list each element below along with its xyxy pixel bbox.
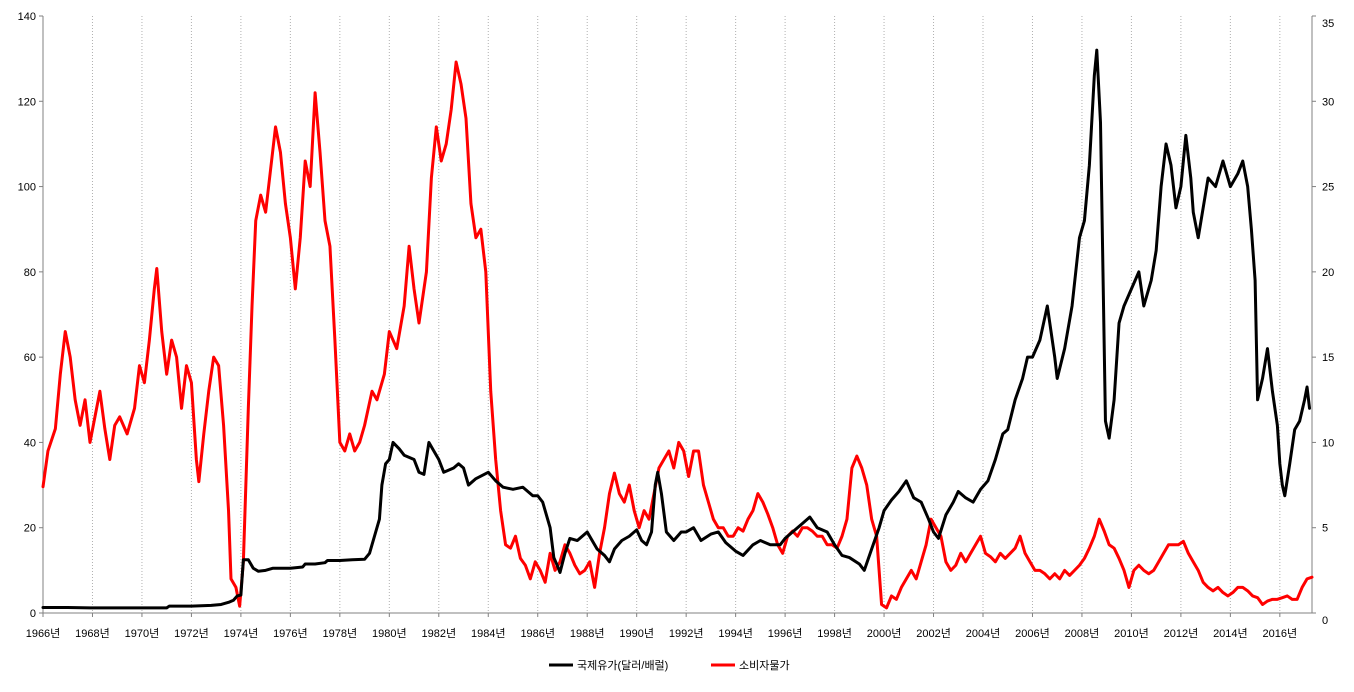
x-tick-label: 1996년 [768, 627, 803, 640]
x-tick-label: 2016년 [1263, 627, 1298, 640]
left-tick-label: 140 [18, 11, 36, 23]
right-tick-label: 10 [1322, 437, 1334, 449]
x-tick-label: 1968년 [75, 627, 110, 640]
right-tick-label: 0 [1322, 615, 1328, 627]
legend-label-cpi: 소비자물가 [739, 659, 790, 672]
left-tick-label: 0 [30, 608, 36, 620]
x-tick-label: 2012년 [1164, 627, 1199, 640]
x-tick-label: 1992년 [669, 627, 704, 640]
left-tick-label: 100 [18, 182, 36, 194]
x-tick-label: 1976년 [273, 627, 308, 640]
right-tick-label: 35 [1322, 18, 1334, 30]
right-y-axis-ticks: 0 5 10 15 20 25 30 35 [1312, 15, 1334, 627]
x-axis-ticks: 1966년 1968년 1970년 1972년 1974년 1976년 1978년 1980년… [26, 613, 1297, 640]
x-tick-label: 2014년 [1213, 627, 1248, 640]
x-tick-label: 1966년 [26, 627, 61, 640]
x-tick-label: 1972년 [174, 627, 209, 640]
left-tick-label: 120 [18, 96, 36, 108]
x-tick-label: 1978년 [323, 627, 358, 640]
x-tick-label: 1994년 [718, 627, 753, 640]
series-layer [41, 48, 1314, 610]
left-y-axis-ticks: 0 20 40 60 80 100 120 140 [18, 11, 43, 620]
vertical-gridlines [42, 16, 1281, 613]
left-tick-label: 80 [24, 267, 36, 279]
x-tick-label: 2004년 [966, 627, 1001, 640]
x-tick-label: 2002년 [916, 627, 951, 640]
x-tick-label: 1998년 [817, 627, 852, 640]
x-tick-label: 2006년 [1015, 627, 1050, 640]
legend: 국제유가(달러/배럴) 소비자물가 [549, 659, 790, 672]
x-tick-label: 1970년 [125, 627, 160, 640]
x-tick-label: 1982년 [421, 627, 456, 640]
right-tick-label: 30 [1322, 96, 1334, 108]
x-tick-label: 1988년 [570, 627, 605, 640]
x-tick-label: 1986년 [520, 627, 555, 640]
x-tick-label: 1984년 [471, 627, 506, 640]
series-line-oil [41, 48, 1312, 610]
right-tick-label: 5 [1322, 523, 1328, 535]
x-tick-label: 2000년 [867, 627, 902, 640]
left-tick-label: 60 [24, 352, 36, 364]
series-line-cpi [41, 60, 1314, 610]
x-tick-label: 2010년 [1114, 627, 1149, 640]
x-tick-label: 2008년 [1065, 627, 1100, 640]
x-tick-label: 1974년 [224, 627, 259, 640]
axes [42, 16, 1313, 614]
right-tick-label: 20 [1322, 267, 1334, 279]
left-tick-label: 40 [24, 437, 36, 449]
x-tick-label: 1980년 [372, 627, 407, 640]
legend-label-oil: 국제유가(달러/배럴) [577, 659, 668, 672]
x-tick-label: 1990년 [619, 627, 654, 640]
right-tick-label: 15 [1322, 352, 1334, 364]
right-tick-label: 25 [1322, 182, 1334, 194]
left-tick-label: 20 [24, 523, 36, 535]
